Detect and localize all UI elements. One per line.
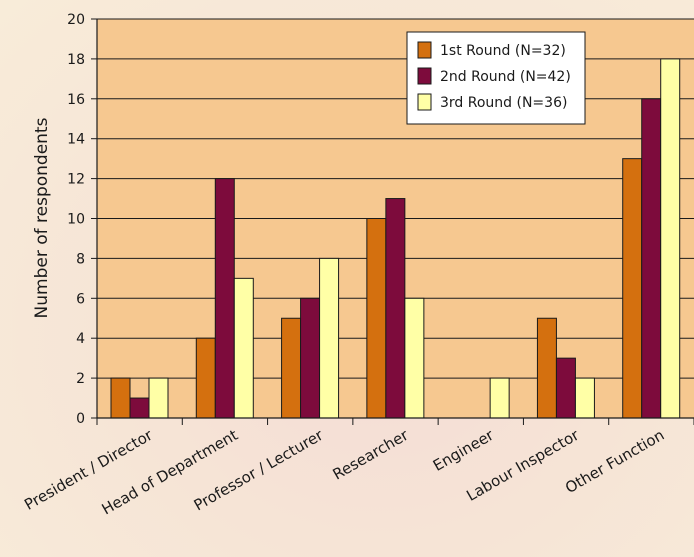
y-tick-label: 14 [67, 132, 85, 148]
bar [385, 198, 406, 419]
y-tick-label: 0 [76, 411, 85, 427]
y-axis-title: Number of respondents [32, 117, 52, 318]
bar [622, 158, 643, 419]
y-tick-label: 6 [76, 291, 85, 307]
bar [319, 257, 340, 419]
y-tick-labels: 0 2 4 6 8 10 12 14 16 18 20 [67, 12, 85, 427]
bar [555, 357, 576, 419]
y-tick-label: 10 [67, 212, 85, 228]
bar [641, 98, 662, 419]
legend-swatch [417, 41, 432, 59]
y-tick-label: 12 [67, 172, 85, 188]
bar [404, 297, 425, 419]
bar [300, 297, 321, 419]
x-category-label: Engineer [430, 425, 498, 474]
y-tick-label: 2 [76, 371, 85, 387]
legend-label: 2nd Round (N=42) [440, 69, 571, 85]
bar [366, 218, 387, 419]
x-category-label: Researcher [330, 425, 413, 483]
y-tick-label: 20 [67, 12, 85, 28]
bar [110, 377, 131, 419]
axes [91, 18, 694, 425]
bar [129, 397, 150, 419]
legend-label: 3rd Round (N=36) [440, 95, 567, 111]
y-tick-label: 8 [76, 251, 85, 267]
legend: 1st Round (N=32) 2nd Round (N=42) 3rd Roun… [406, 31, 586, 125]
legend-box [406, 31, 586, 125]
bar [574, 377, 595, 419]
bar [660, 58, 681, 419]
bar [195, 337, 216, 419]
y-tick-label: 18 [67, 52, 85, 68]
bar [489, 377, 510, 419]
bar [536, 317, 557, 419]
bar [281, 317, 302, 419]
y-tick-label: 16 [67, 92, 85, 108]
legend-swatch [417, 93, 432, 111]
bar [214, 178, 235, 419]
legend-swatch [417, 67, 432, 85]
bar [148, 377, 169, 419]
x-category-label: Head of Department [99, 426, 241, 519]
legend-label: 1st Round (N=32) [440, 43, 566, 59]
bar [233, 277, 254, 419]
y-tick-label: 4 [76, 331, 85, 347]
